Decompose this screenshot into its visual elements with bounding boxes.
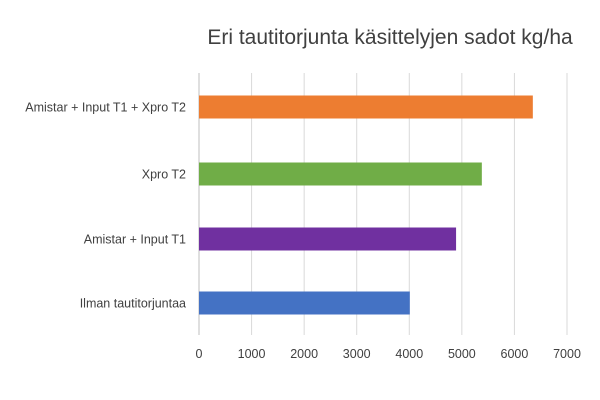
bar <box>199 95 533 119</box>
category-label: Xpro T2 <box>142 168 186 182</box>
bar <box>199 227 457 251</box>
x-tick-label: 5000 <box>448 347 476 361</box>
bar <box>199 162 482 186</box>
x-tick-label: 0 <box>196 347 203 361</box>
category-label: Amistar + Input T1 + Xpro T2 <box>25 101 186 115</box>
x-tick-label: 3000 <box>343 347 371 361</box>
x-tick-label: 2000 <box>290 347 318 361</box>
x-tick-label: 4000 <box>395 347 423 361</box>
chart-title: Eri tautitorjunta käsittelyjen sadot kg/… <box>207 26 573 49</box>
category-label: Amistar + Input T1 <box>84 233 186 247</box>
bar <box>199 291 410 315</box>
x-tick-label: 1000 <box>238 347 266 361</box>
x-tick-label: 7000 <box>553 347 581 361</box>
category-label: Ilman tautitorjuntaa <box>80 297 186 311</box>
x-tick-label: 6000 <box>501 347 529 361</box>
